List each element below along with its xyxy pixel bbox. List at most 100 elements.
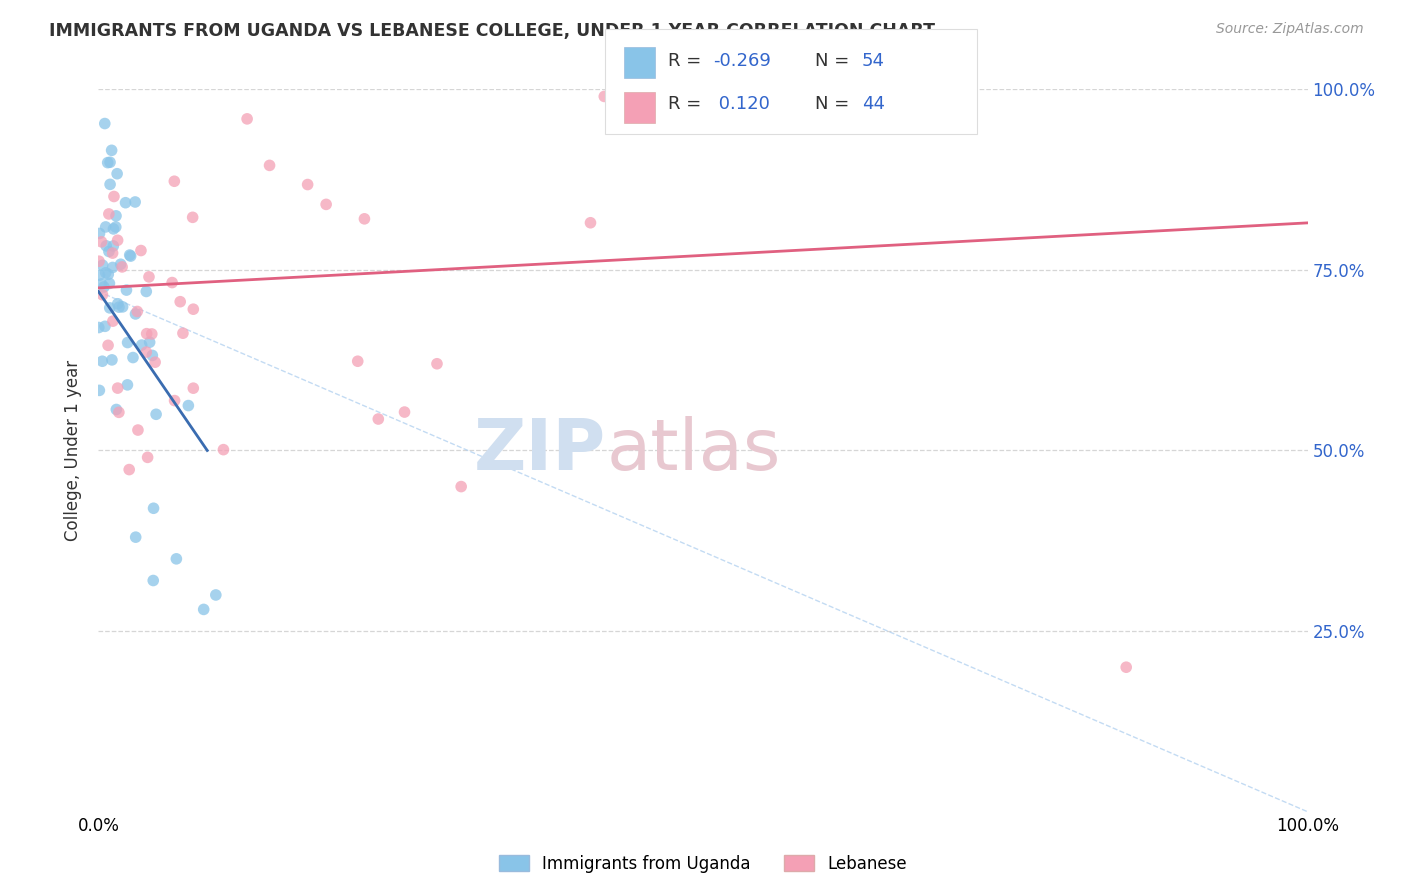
Point xyxy=(97,155,120,169)
Point xyxy=(163,174,186,188)
Point xyxy=(181,211,204,225)
Point xyxy=(163,393,186,408)
Point xyxy=(131,338,153,352)
Point xyxy=(177,399,200,413)
Point xyxy=(114,195,136,210)
Point xyxy=(124,194,146,209)
Point xyxy=(108,300,131,314)
Point xyxy=(103,239,125,253)
Point xyxy=(98,277,121,291)
Point xyxy=(91,287,114,301)
Point xyxy=(105,167,128,181)
Point xyxy=(90,277,112,291)
Point xyxy=(101,246,124,260)
Text: 54: 54 xyxy=(862,52,884,70)
Text: R =: R = xyxy=(668,95,707,112)
Text: 44: 44 xyxy=(862,95,884,112)
Point xyxy=(89,268,111,282)
Legend: Immigrants from Uganda, Lebanese: Immigrants from Uganda, Lebanese xyxy=(492,848,914,880)
Text: -0.269: -0.269 xyxy=(713,52,770,70)
Point xyxy=(110,257,132,271)
Text: ZIP: ZIP xyxy=(474,416,606,485)
Text: N =: N = xyxy=(815,95,855,112)
Text: N =: N = xyxy=(815,52,855,70)
Point xyxy=(111,260,134,274)
Point xyxy=(98,178,121,192)
Point xyxy=(107,233,129,247)
Point xyxy=(315,197,337,211)
Point xyxy=(125,530,148,544)
Point xyxy=(138,335,160,350)
Point xyxy=(346,354,368,368)
Point xyxy=(141,326,163,341)
Point xyxy=(145,407,167,421)
Point xyxy=(129,244,152,258)
Text: IMMIGRANTS FROM UGANDA VS LEBANESE COLLEGE, UNDER 1 YEAR CORRELATION CHART: IMMIGRANTS FROM UGANDA VS LEBANESE COLLE… xyxy=(49,22,935,40)
Text: 0.120: 0.120 xyxy=(713,95,769,112)
Point xyxy=(96,239,118,253)
Point xyxy=(205,588,228,602)
Point xyxy=(124,307,146,321)
Point xyxy=(172,326,194,341)
Point xyxy=(136,450,159,465)
Point xyxy=(120,249,142,263)
Point xyxy=(1115,660,1137,674)
Point xyxy=(353,211,375,226)
Point xyxy=(103,222,125,236)
Point xyxy=(117,335,139,350)
Point xyxy=(111,300,134,314)
Point xyxy=(94,116,117,130)
Point xyxy=(101,352,124,367)
Point xyxy=(122,351,145,365)
Point xyxy=(394,405,416,419)
Point xyxy=(450,480,472,494)
Point xyxy=(107,297,129,311)
Point xyxy=(89,384,111,398)
Point xyxy=(91,354,114,368)
Point xyxy=(100,144,122,158)
Point xyxy=(169,294,191,309)
Point xyxy=(94,219,117,234)
Point xyxy=(94,319,117,334)
Point xyxy=(105,402,128,417)
Text: atlas: atlas xyxy=(606,416,780,485)
Point xyxy=(579,216,602,230)
Y-axis label: College, Under 1 year: College, Under 1 year xyxy=(65,359,83,541)
Point xyxy=(181,381,204,395)
Point xyxy=(118,462,141,476)
Point xyxy=(135,285,157,299)
Point xyxy=(91,258,114,272)
Point xyxy=(97,244,120,259)
Point xyxy=(97,338,120,352)
Point xyxy=(87,320,110,334)
Point xyxy=(89,227,111,241)
Point xyxy=(160,276,183,290)
Point xyxy=(127,423,149,437)
Point xyxy=(135,326,157,341)
Point xyxy=(97,268,120,282)
Point xyxy=(105,209,128,223)
Point xyxy=(212,442,235,457)
Point xyxy=(426,357,449,371)
Point xyxy=(101,314,124,328)
Point xyxy=(135,345,157,359)
Point xyxy=(142,501,165,516)
Point xyxy=(181,302,204,317)
Point xyxy=(118,248,141,262)
Point xyxy=(93,280,115,294)
Point xyxy=(90,235,112,249)
Point xyxy=(143,355,166,369)
Point xyxy=(103,189,125,203)
Point xyxy=(127,304,149,318)
Point xyxy=(115,283,138,297)
Point xyxy=(108,405,131,419)
Point xyxy=(104,219,127,234)
Text: Source: ZipAtlas.com: Source: ZipAtlas.com xyxy=(1216,22,1364,37)
Point xyxy=(98,301,121,315)
Point xyxy=(141,348,163,362)
Point xyxy=(107,381,129,395)
Point xyxy=(236,112,259,126)
Point xyxy=(97,207,120,221)
Point xyxy=(142,574,165,588)
Point xyxy=(117,377,139,392)
